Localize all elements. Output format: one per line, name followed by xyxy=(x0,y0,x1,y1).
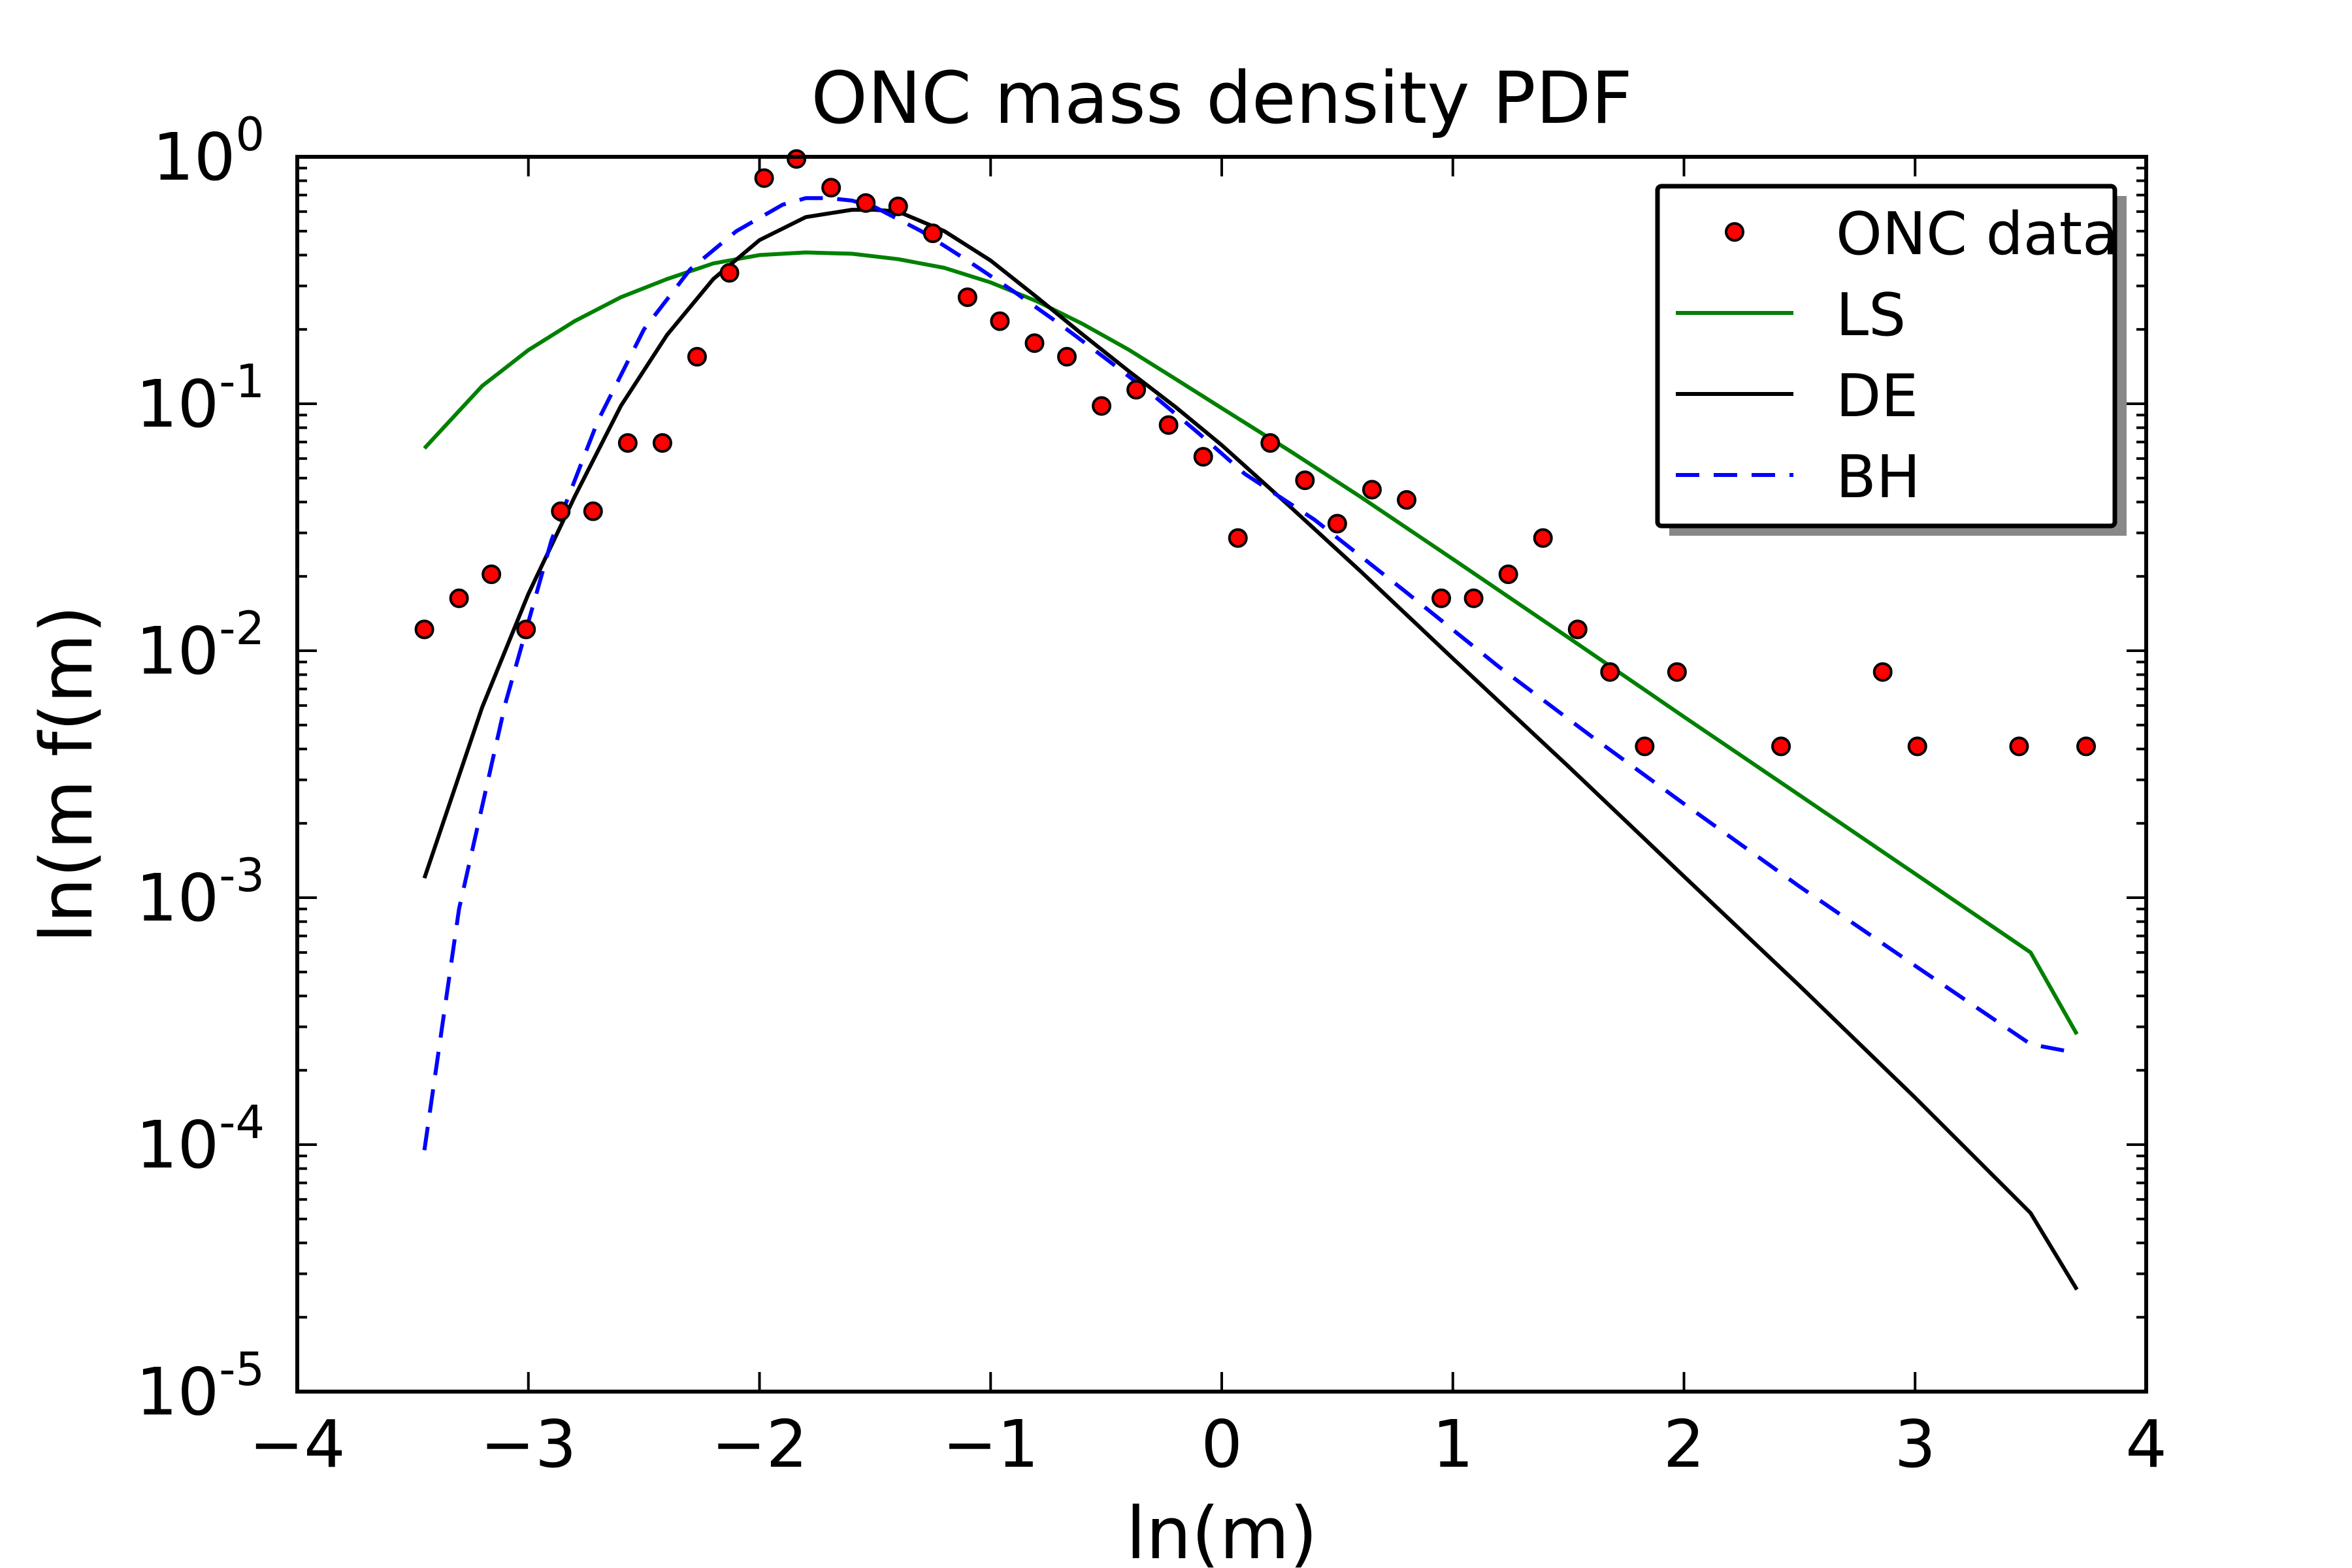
legend-label: ONC data xyxy=(1836,200,2118,269)
y-tick-label: 10-2 xyxy=(136,602,265,689)
data-point xyxy=(821,178,841,198)
data-point xyxy=(516,619,536,640)
data-point xyxy=(888,196,908,216)
x-tick-label: 1 xyxy=(1432,1406,1474,1482)
x-tick-label: −4 xyxy=(249,1406,345,1482)
series-line-ls xyxy=(423,250,2079,1036)
data-point xyxy=(482,564,502,584)
data-point xyxy=(2009,736,2029,757)
data-point xyxy=(1228,528,1248,548)
data-point xyxy=(1498,564,1518,584)
data-point xyxy=(787,149,807,169)
x-tick-label: −2 xyxy=(711,1406,808,1482)
data-point xyxy=(652,433,672,453)
data-point xyxy=(1327,514,1347,534)
data-point xyxy=(1092,396,1112,416)
x-tick-label: 2 xyxy=(1663,1406,1705,1482)
data-point xyxy=(1295,470,1315,491)
data-point xyxy=(1667,662,1687,682)
y-tick-label: 10-3 xyxy=(136,849,265,936)
y-tick-label: 10-1 xyxy=(136,355,265,442)
data-point xyxy=(1158,415,1179,435)
data-point xyxy=(1126,380,1147,400)
data-point xyxy=(1771,736,1791,757)
data-point xyxy=(990,311,1010,331)
data-point xyxy=(1533,528,1553,548)
legend: ONC data LS DE BH xyxy=(1655,184,2127,536)
x-axis-label: ln(m) xyxy=(1126,1492,1317,1568)
data-point xyxy=(1872,662,1893,682)
data-point xyxy=(449,588,469,608)
data-point xyxy=(1567,619,1588,640)
data-point xyxy=(957,287,977,307)
data-point xyxy=(687,347,707,367)
series-layer xyxy=(414,149,2097,1291)
data-point xyxy=(617,433,638,453)
y-tick-labels: 10-5 10-4 10-3 10-2 10-1 100 xyxy=(136,108,265,1430)
data-point xyxy=(1907,736,1927,757)
x-tick-label: −3 xyxy=(480,1406,576,1482)
y-tick-label: 10-4 xyxy=(136,1096,265,1183)
data-point xyxy=(1056,347,1077,367)
data-point xyxy=(1635,736,1655,757)
data-point xyxy=(754,168,774,188)
legend-label: DE xyxy=(1836,362,1918,431)
data-point xyxy=(1397,490,1416,510)
x-tick-labels: −4 −3 −2 −1 0 1 2 3 4 xyxy=(249,1406,2167,1482)
data-point xyxy=(414,619,434,640)
chart-title: ONC mass density PDF xyxy=(811,56,1632,140)
legend-label: LS xyxy=(1836,281,1906,350)
plot-frame xyxy=(295,155,2148,1394)
x-tick-label: −1 xyxy=(943,1406,1039,1482)
data-point xyxy=(1362,480,1382,500)
legend-marker-onc-data xyxy=(1725,222,1744,242)
series-line-de xyxy=(422,208,2079,1291)
legend-box xyxy=(1655,184,2117,529)
data-point xyxy=(1024,333,1045,353)
legend-items: ONC data LS DE BH xyxy=(1676,200,2118,512)
x-tick-label: 3 xyxy=(1894,1406,1936,1482)
data-point xyxy=(719,263,740,283)
data-point xyxy=(1260,433,1281,453)
series-line-bh xyxy=(422,196,2078,1151)
data-point xyxy=(856,193,876,213)
data-point xyxy=(1193,447,1213,467)
y-tick-label: 100 xyxy=(152,108,265,195)
x-tick-label: 4 xyxy=(2125,1406,2167,1482)
x-tick-label: 0 xyxy=(1201,1406,1243,1482)
data-point xyxy=(1463,588,1484,608)
data-point xyxy=(923,223,943,244)
y-axis-label: ln(m f(m) xyxy=(25,605,108,943)
data-point xyxy=(1431,588,1452,608)
data-point xyxy=(1600,662,1620,682)
data-point xyxy=(583,501,603,521)
y-tick-label: 10-5 xyxy=(136,1343,265,1430)
data-point xyxy=(2076,736,2097,757)
legend-label: BH xyxy=(1836,443,1920,512)
data-point xyxy=(551,501,571,521)
